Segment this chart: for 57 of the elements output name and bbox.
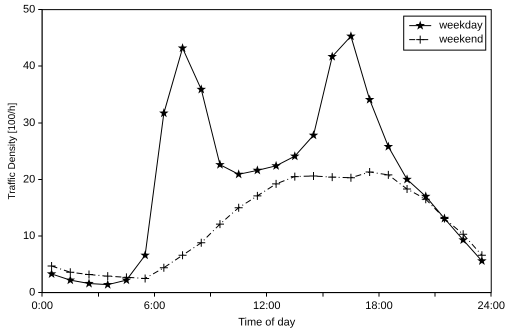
y-tick-label: 50 (22, 4, 36, 16)
x-tick-label: 6:00 (144, 300, 166, 312)
point (215, 160, 225, 169)
point (234, 169, 244, 178)
point (346, 173, 356, 182)
point (215, 220, 224, 229)
x-tick-label: 0:00 (32, 300, 53, 312)
point (84, 278, 94, 288)
point (271, 160, 281, 170)
point (384, 170, 393, 180)
x-tick-label: 12:00 (252, 300, 280, 312)
point (122, 275, 132, 284)
point (140, 274, 150, 283)
point (178, 250, 188, 260)
point (290, 172, 300, 182)
x-tick-label: 18:00 (365, 300, 393, 312)
y-tick-label: 30 (22, 116, 36, 129)
point (47, 262, 56, 270)
point (252, 165, 262, 174)
point (159, 263, 168, 272)
point (140, 250, 150, 260)
y-tick-label: 20 (22, 173, 36, 186)
point (365, 168, 374, 177)
point (384, 142, 394, 151)
point (66, 275, 76, 284)
x-tick-label: 24:00 (477, 300, 505, 312)
point (308, 130, 318, 140)
point (196, 238, 206, 248)
point (159, 108, 169, 118)
point (309, 172, 318, 181)
x-axis-title: Time of day (238, 316, 296, 328)
point (102, 280, 112, 289)
point (234, 203, 244, 212)
point (477, 256, 487, 265)
legend-label: weekend (438, 34, 484, 46)
point (46, 268, 56, 278)
y-tick-label: 40 (22, 60, 36, 72)
point (178, 43, 188, 52)
y-tick-label: 0 (29, 286, 36, 299)
point (327, 52, 337, 61)
point (66, 268, 75, 277)
point (458, 234, 468, 244)
point (290, 151, 300, 160)
point (421, 191, 431, 200)
point (364, 94, 374, 104)
point (103, 272, 112, 281)
point (252, 191, 262, 200)
point (346, 31, 356, 40)
point (328, 172, 337, 182)
point (402, 174, 412, 184)
y-tick-label: 10 (22, 230, 36, 242)
point (402, 184, 412, 194)
point (272, 179, 281, 188)
legend-label: weekday (438, 20, 484, 32)
y-axis-title: Traffic Density [100/h] (6, 102, 18, 200)
point (196, 84, 206, 94)
point (84, 270, 94, 279)
